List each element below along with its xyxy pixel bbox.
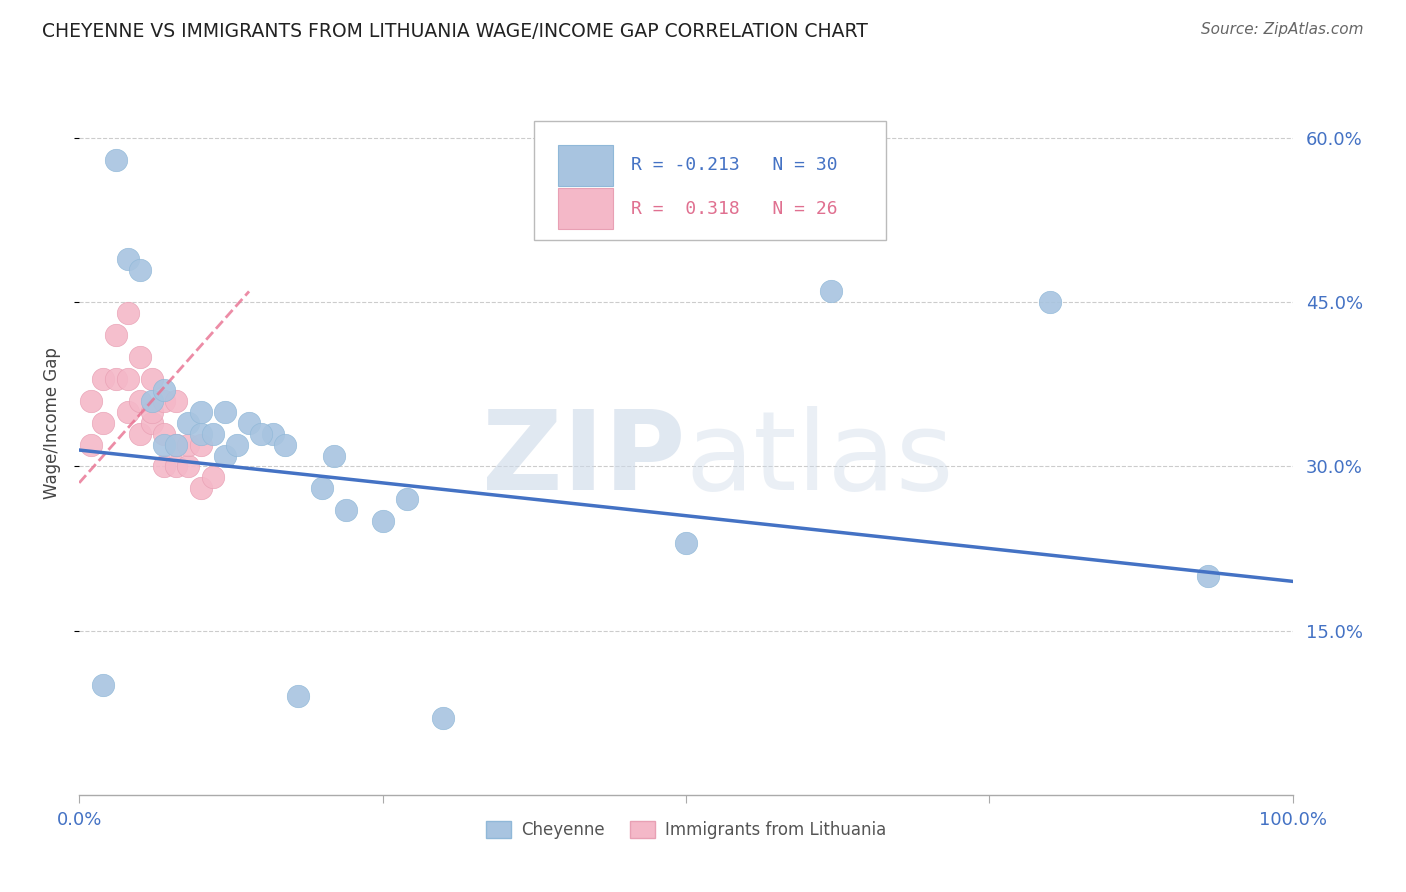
Point [214, 405, 236, 419]
Point [165, 393, 187, 408]
Point [128, 262, 150, 277]
Point [153, 459, 176, 474]
Point [128, 393, 150, 408]
Point [177, 437, 200, 451]
Point [238, 416, 260, 430]
Y-axis label: Wage/Income Gap: Wage/Income Gap [44, 347, 60, 499]
Point [128, 426, 150, 441]
Point [201, 426, 224, 441]
Point [675, 536, 697, 550]
Text: R =  0.318   N = 26: R = 0.318 N = 26 [631, 200, 838, 219]
Point [214, 449, 236, 463]
Point [117, 252, 139, 266]
Point [323, 449, 346, 463]
Point [165, 459, 187, 474]
Point [177, 416, 200, 430]
Point [201, 470, 224, 484]
Point [226, 437, 249, 451]
Legend: Cheyenne, Immigrants from Lithuania: Cheyenne, Immigrants from Lithuania [479, 814, 893, 846]
Point [117, 405, 139, 419]
Text: ZIP: ZIP [482, 407, 686, 514]
Text: CHEYENNE VS IMMIGRANTS FROM LITHUANIA WAGE/INCOME GAP CORRELATION CHART: CHEYENNE VS IMMIGRANTS FROM LITHUANIA WA… [42, 22, 868, 41]
Point [190, 437, 212, 451]
FancyBboxPatch shape [534, 121, 886, 241]
Point [395, 492, 418, 507]
Point [153, 383, 176, 397]
Point [250, 426, 273, 441]
Text: R = -0.213   N = 30: R = -0.213 N = 30 [631, 156, 838, 174]
Point [190, 481, 212, 495]
Point [93, 372, 115, 386]
Point [93, 416, 115, 430]
Point [104, 153, 127, 167]
Point [177, 459, 200, 474]
Point [274, 437, 297, 451]
FancyBboxPatch shape [558, 145, 613, 186]
Point [80, 393, 103, 408]
Point [153, 393, 176, 408]
Point [820, 285, 842, 299]
Point [80, 437, 103, 451]
Point [104, 328, 127, 343]
Point [262, 426, 284, 441]
Point [190, 405, 212, 419]
Point [165, 437, 187, 451]
Point [311, 481, 333, 495]
Point [335, 503, 357, 517]
Point [432, 711, 454, 725]
Point [141, 393, 163, 408]
Point [287, 690, 309, 704]
FancyBboxPatch shape [558, 188, 613, 229]
Point [153, 426, 176, 441]
Point [117, 306, 139, 320]
Point [93, 678, 115, 692]
Text: Source: ZipAtlas.com: Source: ZipAtlas.com [1201, 22, 1364, 37]
Point [371, 514, 394, 528]
Point [117, 372, 139, 386]
Text: atlas: atlas [686, 407, 955, 514]
Point [1197, 569, 1219, 583]
Point [104, 372, 127, 386]
Point [190, 426, 212, 441]
Point [141, 405, 163, 419]
Point [153, 437, 176, 451]
Point [128, 350, 150, 364]
Point [165, 437, 187, 451]
Point [141, 372, 163, 386]
Point [141, 416, 163, 430]
Point [1039, 295, 1062, 310]
